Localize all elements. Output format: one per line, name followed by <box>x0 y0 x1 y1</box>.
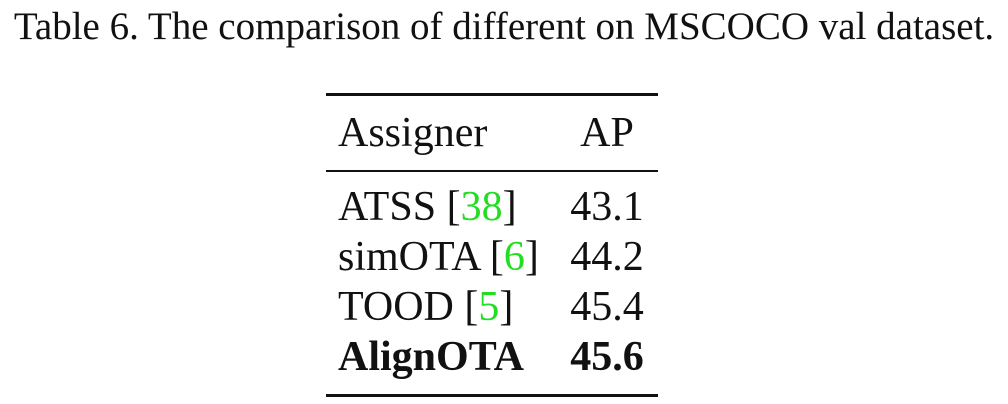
table-caption: Table 6. The comparison of different on … <box>13 5 995 48</box>
table-row: simOTA [6] 44.2 <box>326 232 658 282</box>
assigner-name: simOTA <box>338 234 480 280</box>
header-assigner: Assigner <box>338 110 488 156</box>
citation-link[interactable]: 6 <box>503 234 525 280</box>
table-top-rule <box>326 93 658 96</box>
assigner-name: AlignOTA <box>338 334 524 380</box>
assigner-name: TOOD <box>338 284 454 330</box>
ap-cell: 43.1 <box>570 184 644 230</box>
citation[interactable]: [38] <box>446 184 517 230</box>
ap-cell: 45.4 <box>570 284 644 330</box>
header-ap: AP <box>580 110 634 156</box>
assigner-cell: AlignOTA <box>326 332 556 382</box>
table-body: ATSS [38] 43.1 simOTA [6] 44.2 TOOD [5] … <box>326 172 658 394</box>
table-row-highlight: AlignOTA 45.6 <box>326 332 658 382</box>
assigner-cell: TOOD [5] <box>326 282 556 332</box>
citation-link[interactable]: 38 <box>460 184 503 230</box>
table-row: TOOD [5] 45.4 <box>326 282 658 332</box>
ap-cell: 45.6 <box>570 334 644 380</box>
table-bottom-rule <box>326 394 658 397</box>
citation[interactable]: [6] <box>489 234 539 280</box>
assigner-cell: simOTA [6] <box>326 232 556 282</box>
citation-link[interactable]: 5 <box>478 284 500 330</box>
ap-cell: 44.2 <box>570 234 644 280</box>
assigner-cell: ATSS [38] <box>326 182 556 232</box>
citation[interactable]: [5] <box>464 284 514 330</box>
table-header-rule <box>326 170 658 172</box>
table-header-row: Assigner AP <box>326 96 658 170</box>
table-row: ATSS [38] 43.1 <box>326 182 658 232</box>
comparison-table: Assigner AP ATSS [38] 43.1 simOTA [6] 44… <box>326 93 658 397</box>
assigner-name: ATSS <box>338 184 437 230</box>
